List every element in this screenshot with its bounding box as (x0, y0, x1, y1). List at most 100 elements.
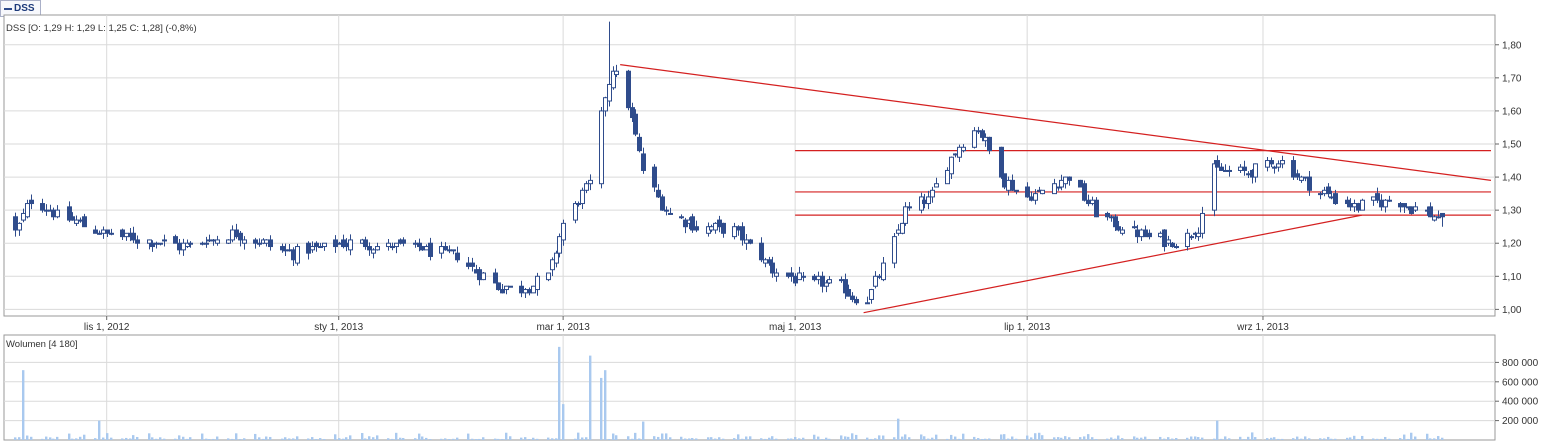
volume-bar (627, 436, 630, 440)
volume-bar (1414, 436, 1417, 440)
candle-body (466, 262, 471, 267)
candle-body (584, 183, 589, 191)
volume-bar (920, 434, 923, 440)
candle-body (470, 262, 475, 267)
volume-bar (1433, 438, 1436, 440)
candle-body (713, 222, 718, 231)
volume-bar (482, 437, 485, 440)
volume-bar (254, 433, 257, 440)
volume-bar (589, 355, 592, 440)
candle-body (999, 146, 1004, 178)
candle-body (120, 229, 125, 238)
candle-body (1383, 199, 1388, 208)
volume-bar (402, 437, 405, 440)
volume-bar (1410, 432, 1413, 440)
volume-bar (45, 436, 48, 440)
volume-bar (882, 435, 885, 440)
volume-bar (372, 437, 375, 440)
volume-bar (509, 436, 512, 440)
candle-body (607, 83, 612, 102)
candle-body (1056, 186, 1061, 189)
volume-y-tick-label: 400 000 (1502, 397, 1539, 408)
candle-body (211, 239, 216, 242)
volume-bar (1380, 438, 1383, 440)
volume-bar (680, 436, 683, 440)
volume-bar (577, 432, 580, 440)
candle-body (1105, 212, 1110, 218)
candle-body (983, 136, 988, 142)
candle-body (493, 272, 498, 284)
candle-body (1360, 199, 1365, 211)
candle-body (573, 203, 578, 221)
volume-bar (1194, 436, 1197, 440)
candle-body (892, 236, 897, 264)
volume-bar (988, 438, 991, 440)
candle-body (314, 242, 319, 248)
volume-bar (813, 434, 816, 440)
candle-body (820, 275, 825, 287)
volume-bar (524, 437, 527, 440)
volume-bar (1319, 438, 1322, 440)
volume-bar (1064, 436, 1067, 440)
volume-bar (421, 436, 424, 440)
volume-bar (707, 437, 710, 440)
candle-body (987, 136, 992, 152)
candle-body (401, 239, 406, 244)
candle-body (1238, 166, 1243, 171)
volume-bar (178, 435, 181, 440)
candle-body (694, 226, 699, 231)
y-tick-label: 1,60 (1502, 106, 1522, 117)
volume-bar (897, 418, 900, 440)
volume-bar (265, 436, 268, 440)
volume-bar (1171, 438, 1174, 440)
candle-body (1409, 206, 1414, 214)
candle-body (668, 212, 673, 215)
volume-bar (714, 438, 717, 440)
volume-panel-frame (3, 334, 1496, 441)
volume-bar (243, 438, 246, 440)
volume-bar (1053, 437, 1056, 440)
volume-info-label: Wolumen [4 180] (6, 339, 78, 350)
volume-bar (315, 439, 318, 441)
volume-bar (288, 438, 291, 440)
volume-bar (269, 436, 272, 440)
y-tick-label: 1,10 (1502, 272, 1522, 283)
candle-body (1090, 199, 1095, 205)
candle-body (1040, 189, 1045, 195)
candle-body (763, 259, 768, 264)
volume-bar (186, 438, 189, 440)
volume-bar (205, 438, 208, 440)
volume-bar (102, 437, 105, 440)
candle-body (1318, 193, 1323, 196)
candle-body (417, 242, 422, 248)
volume-bar (1106, 438, 1109, 440)
volume-bar (695, 438, 698, 440)
candle-body (207, 239, 212, 242)
y-tick-label: 1,50 (1502, 140, 1522, 151)
volume-panel: 200 000 400 000 600 000 800 000 Wolumen [4 … (3, 334, 1539, 441)
candle-body (74, 219, 79, 224)
candle-body (1162, 229, 1167, 248)
candle-body (481, 272, 486, 281)
candle-body (1006, 179, 1011, 191)
volume-bar (1030, 437, 1033, 440)
volume-bar (189, 437, 192, 440)
candle-body (1078, 179, 1083, 188)
candle-body (877, 275, 882, 278)
candle-body (850, 295, 855, 300)
volume-bar (1407, 438, 1410, 440)
candle-body (135, 239, 140, 244)
volume-bar (1026, 435, 1029, 440)
candle-body (660, 196, 665, 211)
candle-body (1303, 176, 1308, 179)
candle-body (1059, 179, 1064, 188)
volume-bar (1057, 437, 1060, 440)
candle-body (961, 146, 966, 152)
volume-bar (870, 438, 873, 440)
volume-bar (562, 404, 565, 440)
volume-bar (984, 438, 987, 440)
volume-bar (1273, 437, 1276, 440)
candle-body (1014, 189, 1019, 192)
candle-body (1082, 183, 1087, 201)
